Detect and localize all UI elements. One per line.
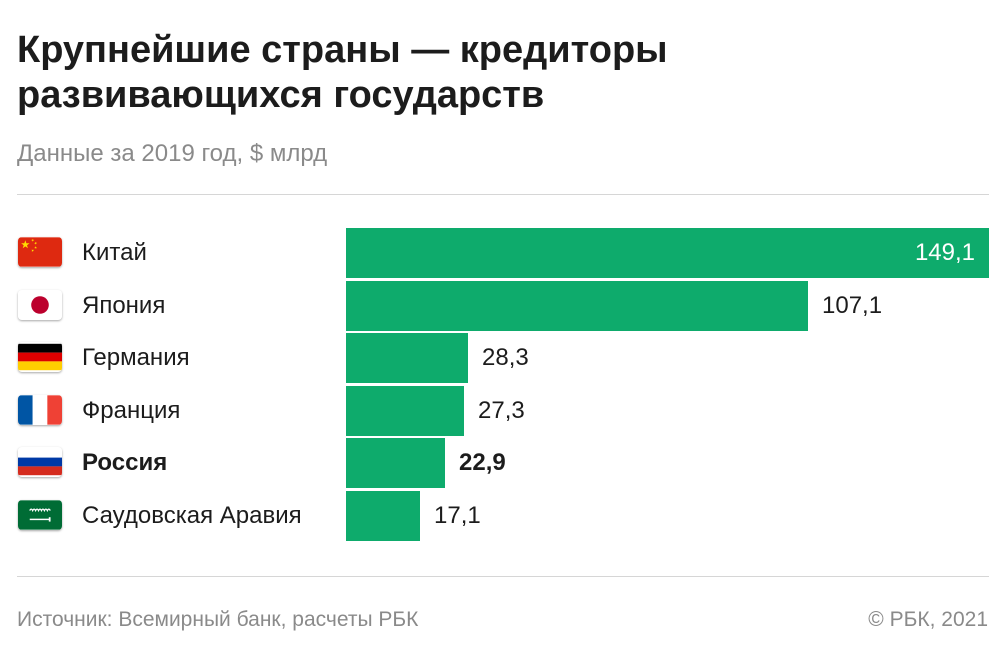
bar [346, 228, 989, 278]
bar [346, 438, 445, 489]
bar [346, 280, 808, 331]
chart-title: Крупнейшие страны — кредиторы развивающи… [17, 29, 668, 116]
bar-row: Франция 27,3 [0, 385, 1005, 436]
category-label: Россия [82, 449, 168, 477]
category-label: Китай [82, 239, 147, 266]
saudi-arabia-flag-icon [18, 500, 62, 530]
source-note: Источник: Всемирный банк, расчеты РБК [17, 608, 419, 631]
category-label: Германия [82, 344, 190, 372]
bar-row: Япония 107,1 [0, 280, 1005, 331]
bar [346, 333, 468, 384]
france-flag-icon [18, 395, 62, 425]
bar [346, 491, 420, 541]
bar-row: Россия 22,9 [0, 438, 1005, 489]
top-divider [17, 194, 989, 195]
value-label: 107,1 [822, 291, 883, 319]
category-label: Саудовская Аравия [82, 502, 302, 529]
bottom-divider [17, 576, 989, 577]
bar-row: Китай 149,1 [0, 228, 1005, 278]
china-flag-icon [18, 237, 62, 267]
category-label: Япония [82, 291, 166, 319]
chart-subtitle: Данные за 2019 год, $ млрд [17, 140, 328, 167]
germany-flag-icon [18, 342, 62, 372]
bar-row: Германия 28,3 [0, 333, 1005, 384]
japan-flag-icon [18, 289, 62, 320]
value-label: 17,1 [434, 502, 481, 529]
value-label: 28,3 [482, 344, 529, 372]
copyright-note: © РБК, 2021 [868, 608, 988, 631]
bar-row: Саудовская Аравия 17,1 [0, 491, 1005, 541]
value-label: 149,1 [914, 239, 975, 266]
russia-flag-icon [18, 447, 62, 477]
bar [346, 385, 464, 436]
value-label: 27,3 [478, 396, 525, 424]
value-label: 22,9 [459, 449, 506, 477]
category-label: Франция [82, 396, 181, 424]
